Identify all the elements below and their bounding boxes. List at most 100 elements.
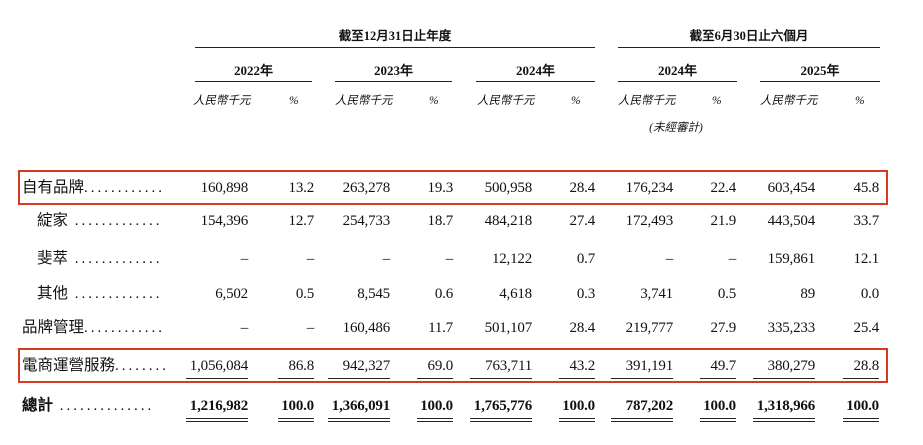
cell-2022-rmb: 6,502 bbox=[215, 286, 248, 302]
cell-2024h-percent: 0.5 bbox=[717, 286, 736, 302]
cell-2024-percent: 27.4 bbox=[569, 213, 596, 229]
cell-2024h-rmb: 219,777 bbox=[625, 320, 674, 336]
cell-2025h-rmb: 159,861 bbox=[767, 251, 816, 267]
cell-2025h-percent: 28.8 bbox=[843, 356, 879, 379]
year-header-2025-interim: 2025年 bbox=[760, 60, 880, 82]
cell-2025h-percent: 100.0 bbox=[843, 396, 879, 422]
cell-2024-percent: 43.2 bbox=[559, 356, 595, 379]
year-header-2024-interim: 2024年 bbox=[618, 60, 737, 82]
cell-2024h-percent: – bbox=[728, 251, 737, 267]
cell-2024-percent: 0.3 bbox=[576, 286, 595, 302]
cell-2024-percent: 0.7 bbox=[576, 251, 595, 267]
dot-leader: ............. bbox=[68, 251, 163, 267]
row-label-text: 斐萃 bbox=[37, 250, 69, 267]
unit-header: 人民幣千元 bbox=[193, 95, 251, 107]
cell-2024h-rmb: – bbox=[665, 251, 674, 267]
cell-2022-rmb: – bbox=[240, 251, 249, 267]
unit-header: 人民幣千元 bbox=[618, 95, 676, 107]
cell-2023-rmb: 254,733 bbox=[342, 213, 391, 229]
dot-leader: ........ bbox=[115, 358, 170, 374]
row-label-text: 品牌管理 bbox=[22, 319, 85, 336]
cell-2023-rmb: 1,366,091 bbox=[328, 396, 390, 422]
dot-leader: ............. bbox=[68, 213, 163, 229]
percent-header: % bbox=[289, 95, 299, 107]
row-label: 電商運營服務........ bbox=[22, 356, 169, 376]
cell-2024h-percent: 100.0 bbox=[700, 396, 736, 422]
cell-2022-percent: 13.2 bbox=[288, 180, 315, 196]
cell-2025h-percent: 45.8 bbox=[853, 180, 880, 196]
row-label: 品牌管理............ bbox=[22, 318, 165, 338]
percent-header: % bbox=[855, 95, 865, 107]
cell-2023-percent: 19.3 bbox=[427, 180, 454, 196]
cell-2024-rmb: 1,765,776 bbox=[470, 396, 532, 422]
cell-2023-percent: – bbox=[445, 251, 454, 267]
cell-2024-rmb: 501,107 bbox=[484, 320, 533, 336]
row-label: 總計 .............. bbox=[22, 396, 154, 416]
row-total: 總計 .............. 1,216,982 100.0 1,366,… bbox=[0, 396, 923, 422]
dot-leader: ............ bbox=[84, 180, 166, 196]
row-own-brands: 自有品牌............ 160,898 13.2 263,278 19… bbox=[0, 178, 923, 198]
cell-2022-percent: 100.0 bbox=[278, 396, 314, 422]
cell-2023-rmb: 8,545 bbox=[357, 286, 390, 302]
cell-2024-rmb: 763,711 bbox=[470, 356, 532, 379]
cell-2024h-percent: 49.7 bbox=[700, 356, 736, 379]
cell-2025h-rmb: 89 bbox=[800, 286, 815, 302]
cell-2022-rmb: 160,898 bbox=[200, 180, 249, 196]
cell-2025h-rmb: 443,504 bbox=[767, 213, 816, 229]
cell-2024h-percent: 27.9 bbox=[710, 320, 737, 336]
unaudited-note: (未經審計) bbox=[649, 122, 703, 134]
row-brand-management: 品牌管理............ – – 160,486 11.7 501,10… bbox=[0, 318, 923, 338]
dot-leader: .............. bbox=[53, 398, 155, 414]
highlight-box-ecommerce-services bbox=[18, 348, 888, 383]
cell-2024-percent: 100.0 bbox=[559, 396, 595, 422]
cell-2024h-rmb: 172,493 bbox=[625, 213, 674, 229]
cell-2024-rmb: 484,218 bbox=[484, 213, 533, 229]
year-header-2023: 2023年 bbox=[335, 60, 452, 82]
row-others: 其他 ............. 6,502 0.5 8,545 0.6 4,6… bbox=[0, 284, 923, 304]
row-label: 斐萃 ............. bbox=[37, 249, 163, 269]
cell-2025h-rmb: 603,454 bbox=[767, 180, 816, 196]
cell-2023-percent: 69.0 bbox=[417, 356, 453, 379]
unit-header: 人民幣千元 bbox=[335, 95, 393, 107]
highlight-box-own-brands bbox=[18, 170, 888, 205]
annual-period-header: 截至12月31日止年度 bbox=[195, 25, 595, 48]
cell-2024-percent: 28.4 bbox=[569, 180, 596, 196]
row-label-text: 電商運營服務 bbox=[22, 357, 116, 374]
cell-2022-rmb: – bbox=[240, 320, 249, 336]
cell-2023-percent: 0.6 bbox=[434, 286, 453, 302]
cell-2023-rmb: 942,327 bbox=[328, 356, 390, 379]
cell-2025h-rmb: 335,233 bbox=[767, 320, 816, 336]
row-label: 綻家 ............. bbox=[37, 211, 163, 231]
cell-2023-percent: 11.7 bbox=[428, 320, 453, 336]
cell-2024h-rmb: 3,741 bbox=[640, 286, 673, 302]
year-header-2022: 2022年 bbox=[195, 60, 312, 82]
cell-2024h-rmb: 176,234 bbox=[625, 180, 674, 196]
row-ecommerce-services: 電商運營服務........ 1,056,084 86.8 942,327 69… bbox=[0, 356, 923, 379]
row-label-text: 其他 bbox=[37, 285, 69, 302]
row-label-text: 總計 bbox=[22, 397, 54, 414]
cell-2024h-rmb: 391,191 bbox=[611, 356, 673, 379]
cell-2024h-rmb: 787,202 bbox=[611, 396, 673, 422]
cell-2022-percent: 86.8 bbox=[278, 356, 314, 379]
cell-2022-percent: – bbox=[306, 251, 315, 267]
cell-2025h-percent: 0.0 bbox=[860, 286, 879, 302]
cell-2025h-percent: 25.4 bbox=[853, 320, 880, 336]
cell-2024-percent: 28.4 bbox=[569, 320, 596, 336]
row-label-text: 自有品牌 bbox=[22, 179, 85, 196]
cell-2024-rmb: 500,958 bbox=[484, 180, 533, 196]
dot-leader: ............ bbox=[84, 320, 166, 336]
percent-header: % bbox=[429, 95, 439, 107]
percent-header: % bbox=[571, 95, 581, 107]
cell-2022-percent: 12.7 bbox=[288, 213, 315, 229]
cell-2022-rmb: 154,396 bbox=[200, 213, 249, 229]
cell-2025h-rmb: 1,318,966 bbox=[753, 396, 815, 422]
year-header-2024: 2024年 bbox=[476, 60, 595, 82]
unit-header: 人民幣千元 bbox=[760, 95, 818, 107]
cell-2024h-percent: 22.4 bbox=[710, 180, 737, 196]
percent-header: % bbox=[712, 95, 722, 107]
cell-2022-rmb: 1,056,084 bbox=[186, 356, 248, 379]
cell-2025h-percent: 12.1 bbox=[853, 251, 880, 267]
cell-2022-percent: 0.5 bbox=[295, 286, 314, 302]
cell-2024-rmb: 12,122 bbox=[491, 251, 532, 267]
